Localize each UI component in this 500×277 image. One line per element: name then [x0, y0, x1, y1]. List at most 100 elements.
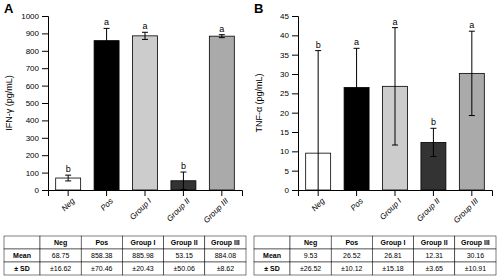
group-letter: b: [66, 164, 71, 174]
x-tick: Group III: [452, 190, 481, 225]
tick-mark: [292, 151, 298, 152]
table-text: Mean: [263, 252, 281, 259]
error-cap: [469, 31, 475, 32]
tick-mark: [42, 190, 48, 191]
plot-area: [56, 28, 235, 190]
axis-line: [42, 17, 49, 191]
table-cell: [290, 249, 331, 262]
tick-mark: [42, 173, 48, 174]
y-axis: 051015202530354045: [280, 12, 298, 195]
error-line: [395, 28, 396, 145]
error-cap: [219, 37, 225, 38]
x-tick: Group III: [202, 190, 231, 225]
table-text: ±3.65: [425, 265, 443, 272]
error-line: [145, 32, 146, 39]
error-bar: [104, 28, 110, 53]
error-line: [471, 31, 472, 115]
table-cell: [254, 236, 290, 249]
table-text: Neg: [54, 239, 67, 247]
error-cap: [219, 34, 225, 35]
table-text: ±8.62: [217, 265, 235, 272]
table-text: ±10.91: [465, 265, 486, 272]
error-line: [183, 172, 184, 189]
table-cell: [331, 262, 372, 275]
error-bar: [142, 32, 148, 39]
tick-mark: [318, 190, 319, 196]
group-letter: a: [354, 37, 359, 47]
tick-mark: [395, 190, 396, 196]
group-letter: a: [104, 17, 109, 27]
bar: [94, 41, 119, 190]
table-text: 12.31: [425, 252, 443, 259]
tick-label: 400: [26, 116, 40, 125]
tick-label: Pos: [99, 197, 115, 213]
table-text: 26.81: [384, 252, 402, 259]
y-tick: 30: [280, 70, 298, 79]
table-cell: [372, 262, 413, 275]
table-text: ±50.06: [174, 265, 195, 272]
error-cap: [354, 48, 360, 49]
error-cap: [180, 172, 186, 173]
error-cap: [430, 156, 436, 157]
y-tick: 500: [26, 99, 48, 108]
table-text: ±10.12: [341, 265, 362, 272]
axis-line: [292, 17, 299, 191]
y-tick: 700: [26, 64, 48, 73]
error-cap: [65, 180, 71, 181]
plot-area: [306, 28, 485, 190]
y-tick: 45: [280, 12, 298, 21]
table-cell: [455, 249, 496, 262]
error-bar: [469, 31, 475, 115]
error-cap: [430, 128, 436, 129]
tick-label: 25: [280, 89, 289, 98]
tick-label: 35: [280, 51, 289, 60]
error-cap: [65, 175, 71, 176]
table-text: ±20.43: [132, 265, 153, 272]
x-tick: Group II: [165, 190, 192, 223]
error-bar: [430, 128, 436, 156]
table-cell: [81, 236, 122, 249]
table-text: Group II: [421, 239, 448, 247]
tick-mark: [356, 190, 357, 196]
table-cell: [205, 236, 246, 249]
table-cell: [414, 236, 455, 249]
error-bar: [315, 51, 321, 190]
tick-label: 20: [280, 109, 289, 118]
table-cell: [164, 249, 205, 262]
tick-label: Neg: [60, 196, 77, 213]
tick-label: 700: [26, 64, 40, 73]
error-cap: [354, 126, 360, 127]
table-text: 858.38: [91, 252, 113, 259]
table-cell: [40, 236, 81, 249]
axis-line: [299, 191, 493, 197]
tick-mark: [292, 55, 298, 56]
table-text: Neg: [304, 239, 317, 247]
tick-mark: [42, 68, 48, 69]
y-axis: 01002003004005006007008009001000: [21, 12, 48, 195]
table-cell: [205, 262, 246, 275]
table-text: 9.53: [304, 252, 318, 259]
y-tick: 600: [26, 82, 48, 91]
y-tick: 35: [280, 51, 298, 60]
error-line: [68, 175, 69, 181]
tick-mark: [42, 51, 48, 52]
table-text: 68.75: [52, 252, 70, 259]
panel: baaba051015202530354045NegPosGroup IGrou…: [254, 1, 496, 275]
x-tick: Neg: [310, 190, 327, 213]
panel-label: A: [4, 1, 14, 16]
table-text: 30.16: [467, 252, 485, 259]
tick-label: Pos: [349, 197, 365, 213]
tick-mark: [292, 74, 298, 75]
tick-label: 10: [280, 147, 289, 156]
error-line: [106, 28, 107, 53]
table-cell: [205, 249, 246, 262]
tick-mark: [292, 16, 298, 17]
table-cell: [290, 262, 331, 275]
table: NegPosGroup IGroup IIGroup IIIMean9.5326…: [254, 236, 496, 275]
tick-label: 200: [26, 151, 40, 160]
table-text: ±70.46: [91, 265, 112, 272]
y-tick: 5: [285, 167, 298, 176]
tick-mark: [183, 190, 184, 196]
table-text: 884.08: [215, 252, 237, 259]
tick-mark: [42, 86, 48, 87]
